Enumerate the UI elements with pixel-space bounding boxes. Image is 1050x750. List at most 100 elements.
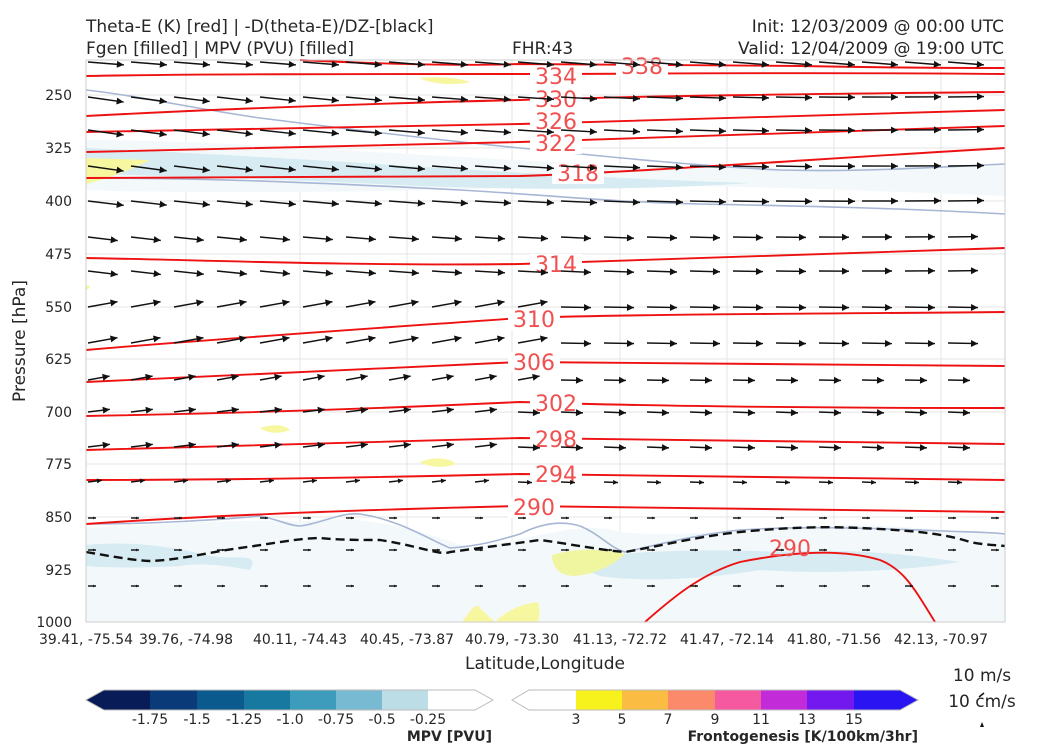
mpv-cbar-seg-6 <box>382 690 428 710</box>
vector-head <box>351 584 354 588</box>
vector-head <box>790 409 798 417</box>
vector-head <box>695 548 698 552</box>
vector-head <box>374 165 382 173</box>
vector-head <box>996 516 999 520</box>
vector-head <box>196 335 204 343</box>
vector-head <box>891 197 898 205</box>
fgen-cbar-title: Frontogenesis [K/100km/3hr] <box>688 729 918 745</box>
vector-head <box>652 516 655 520</box>
fgen-fill-775 <box>420 458 456 467</box>
vector-head <box>417 199 425 207</box>
label-bg-334 <box>530 66 582 86</box>
vector-head <box>575 376 583 384</box>
vector-head <box>913 479 919 485</box>
fgen-colorbar: 3 5 7 9 11 13 15 Frontogenesis [K/100km/… <box>511 689 920 745</box>
vector-head <box>196 235 204 243</box>
vector-head <box>288 129 296 137</box>
mpv-cbar-tick-0: -1.75 <box>132 712 168 728</box>
vector-head <box>798 339 806 347</box>
label-bg-338 <box>616 56 668 76</box>
vector-head <box>704 409 712 417</box>
vector-head <box>962 444 970 452</box>
theta-e-322 <box>85 125 1006 153</box>
vector-head <box>626 339 634 347</box>
vector-head <box>460 128 468 136</box>
vector-head <box>890 60 898 68</box>
vector-head <box>374 60 382 68</box>
vector-head <box>397 478 403 484</box>
vector-head <box>884 303 892 311</box>
vector-head <box>632 94 640 102</box>
vector-head <box>202 97 210 105</box>
vector-head <box>933 162 941 170</box>
vector-head <box>718 127 726 135</box>
vector-head <box>288 165 296 173</box>
label-bg-306 <box>508 352 560 372</box>
vector-head <box>755 303 763 311</box>
fgen-cbar-outline <box>511 689 920 711</box>
vector-head <box>182 478 188 484</box>
vector-head <box>446 406 454 414</box>
ytick-475: 475 <box>45 247 72 263</box>
fgen-fill-sfc-1 <box>462 605 495 622</box>
vector-head <box>589 60 597 68</box>
vector-head <box>360 406 368 414</box>
theta-e-label-322: 322 <box>535 132 577 157</box>
vector-head <box>325 269 333 277</box>
vector-head <box>847 197 855 205</box>
plot-area: 338 334 330 326 322 318 314 310 306 302 … <box>85 55 1006 623</box>
vector-head <box>116 97 124 105</box>
xtick-0: 39.41, -75.54 <box>39 632 133 648</box>
vector-head <box>589 164 597 172</box>
theta-e-label-310: 310 <box>513 308 555 333</box>
vector-head <box>159 166 167 174</box>
vector-head <box>755 339 763 347</box>
xtick-4: 40.79, -73.30 <box>465 632 559 648</box>
vector-head <box>847 60 855 68</box>
vector-head <box>222 584 225 588</box>
theta-e-294 <box>85 473 1006 481</box>
vector-head <box>738 548 741 552</box>
vector-head <box>523 548 526 552</box>
vector-head <box>351 548 354 552</box>
vector-head <box>265 584 268 588</box>
vector-head <box>480 548 483 552</box>
vector-head <box>675 127 683 135</box>
ytick-325: 325 <box>45 141 72 157</box>
vector-head <box>497 234 505 242</box>
vector-head <box>145 373 153 381</box>
vector-head <box>953 548 956 552</box>
vector-head <box>675 163 683 171</box>
vector-head <box>523 584 526 588</box>
theta-e-290-lower <box>644 551 936 623</box>
forecast-hour: FHR:43 <box>512 39 573 59</box>
mpv-cbar-extend-low <box>86 690 104 710</box>
vector-head <box>784 479 790 485</box>
vector-head <box>317 441 325 449</box>
label-bg-302 <box>530 394 582 414</box>
vector-head <box>317 406 325 414</box>
vector-head <box>910 584 913 588</box>
fgen-cbar-seg-4 <box>715 690 761 710</box>
vector-head <box>274 406 282 414</box>
mpv-cbar-tick-2: -1.25 <box>226 712 262 728</box>
mpv-cbar-seg-4 <box>290 690 336 710</box>
vector-head <box>288 96 296 104</box>
vector-head <box>841 303 849 311</box>
fgen-cbar-seg-1 <box>576 690 622 710</box>
fgen-cbar-tick-4: 11 <box>752 712 770 728</box>
plot-frame <box>85 59 1006 623</box>
vector-head <box>231 406 239 414</box>
vector-head <box>741 479 747 485</box>
vector-head <box>870 479 876 485</box>
mpv-cbar-title: MPV [PVU] <box>407 729 492 745</box>
title-line-1: Theta-E (K) [red] | -D(theta-E)/DZ-[blac… <box>85 17 434 37</box>
vector-head <box>102 406 110 414</box>
vector-head <box>136 548 139 552</box>
vector-head <box>956 479 962 485</box>
vector-head <box>411 235 419 243</box>
vector-head <box>102 441 110 449</box>
fgen-fill-sfc-2 <box>495 602 540 622</box>
title-line-2: Fgen [filled] | MPV (PVU) [filled] <box>86 39 354 59</box>
vector-head <box>867 516 870 520</box>
